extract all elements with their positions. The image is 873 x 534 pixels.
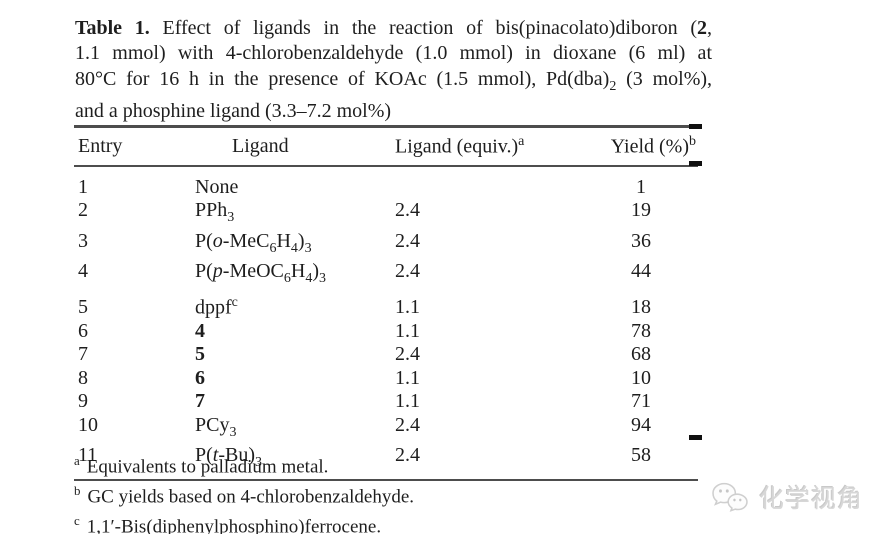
yield-cell: 94	[631, 413, 651, 436]
yield-cell: 18	[631, 296, 651, 319]
ligand-effect-table: Entry Ligand Ligand (equiv.)a Yield (%)b…	[74, 124, 702, 481]
entry-cell: 7	[78, 343, 88, 366]
table-row: 8 6 1.1 10	[74, 367, 698, 391]
equiv-cell: 1.1	[395, 390, 420, 413]
entry-cell: 2	[78, 199, 88, 221]
equiv-cell: 2.4	[395, 343, 420, 366]
equiv-cell	[395, 166, 598, 200]
table-row: 3 P(o-MeC6H4)3 2.4 36	[74, 230, 698, 261]
yield-cell: 58	[631, 444, 651, 467]
table-row: 5 dppfc 1.1 18	[74, 291, 698, 320]
ligand-cell: PPh3	[195, 199, 235, 225]
footnotes: a Equivalents to palladium metal. b GC yie…	[74, 449, 414, 534]
caption-line: 1.1 mmol) with 4-chlorobenzaldehyde (1.0…	[75, 42, 712, 65]
table-row: 7 5 2.4 68	[74, 343, 698, 367]
ligand-cell: P(o-MeC6H4)3	[195, 229, 312, 256]
entry-cell: 11	[78, 444, 98, 467]
entry-cell: 4	[78, 260, 88, 282]
yield-cell: 19	[631, 199, 651, 221]
caption-line: and a phosphine ligand (3.3–7.2 mol%)	[75, 100, 392, 123]
entry-cell: 6	[78, 319, 88, 342]
equiv-cell: 2.4	[395, 199, 420, 221]
footnote-text: Equivalents to palladium metal.	[86, 456, 329, 478]
table-row: 1 None 1	[74, 166, 698, 200]
caption-line: 80°C for 16 h in the presence of KOAc (1…	[75, 67, 713, 94]
column-header-ligand: Ligand	[195, 125, 395, 167]
table-row: 2 PPh3 2.4 19	[74, 199, 698, 230]
column-header-yield: Yield (%)b	[598, 125, 698, 167]
rule-end-cap	[689, 160, 702, 166]
ligand-cell: P(t-Bu)3	[195, 444, 263, 471]
equiv-cell: 2.4	[395, 413, 420, 436]
footnote-marker: b	[74, 482, 81, 498]
table-row: 11 P(t-Bu)3 2.4 58	[74, 444, 698, 480]
ligand-cell: PCy3	[195, 413, 237, 440]
table-row: 9 7 1.1 71	[74, 390, 698, 414]
wechat-icon	[712, 482, 748, 512]
equiv-cell: 2.4	[395, 260, 420, 282]
yield-cell: 71	[631, 390, 651, 413]
yield-cell: 44	[631, 260, 651, 282]
watermark-text: 化学视角	[759, 484, 864, 513]
equiv-cell: 1.1	[395, 296, 420, 319]
ligand-cell: dppfc	[195, 294, 238, 319]
watermark: 化学视角	[710, 477, 863, 517]
caption-line: Table 1. Effect of ligands in the reacti…	[75, 17, 713, 39]
entry-cell: 10	[78, 413, 98, 436]
data-table: Entry Ligand Ligand (equiv.)a Yield (%)b…	[74, 125, 698, 481]
rule-end-cap	[689, 434, 702, 440]
yield-cell: 68	[631, 343, 651, 366]
ligand-cell: 6	[195, 366, 205, 389]
column-header-entry: Entry	[74, 125, 195, 167]
column-header-equiv: Ligand (equiv.)a	[395, 125, 598, 167]
footnote-marker: c	[74, 512, 80, 528]
entry-cell: 5	[78, 296, 88, 319]
entry-cell: 8	[78, 366, 88, 389]
rule-end-cap	[689, 124, 702, 129]
yield-cell: 36	[631, 229, 651, 252]
ligand-cell: P(p-MeOC6H4)3	[195, 260, 327, 286]
table-row: 10 PCy3 2.4 94	[74, 414, 698, 445]
footnote-marker: a	[74, 453, 80, 468]
table-row: 6 4 1.1 78	[74, 320, 698, 344]
footnote-c: c 1,1′-Bis(diphenylphosphino)ferrocene.	[74, 509, 414, 534]
table-body: 1 None 1 2 PPh3 2.4 19 3 P(o-MeC6H4)3 2.4 36 4 P(p-M…	[74, 166, 698, 480]
header-row: Entry Ligand Ligand (equiv.)a Yield (%)b	[74, 125, 698, 167]
footnote-a: a Equivalents to palladium metal.	[74, 449, 414, 479]
footnote-text: 1,1′-Bis(diphenylphosphino)ferrocene.	[86, 516, 382, 534]
ligand-cell: 5	[195, 343, 205, 366]
table-row: 4 P(p-MeOC6H4)3 2.4 44	[74, 260, 698, 291]
equiv-cell: 2.4	[395, 229, 420, 252]
yield-cell: 78	[631, 319, 651, 342]
ligand-cell: 7	[195, 390, 205, 413]
yield-cell: 10	[631, 366, 651, 389]
ligand-cell: None	[195, 175, 239, 198]
equiv-cell: 1.1	[395, 319, 420, 342]
entry-cell: 9	[78, 390, 88, 413]
equiv-cell: 1.1	[395, 366, 420, 389]
entry-cell: 3	[78, 229, 88, 252]
entry-cell: 1	[78, 175, 88, 198]
yield-cell: 1	[636, 175, 646, 198]
ligand-cell: 4	[195, 319, 205, 342]
footnote-text: GC yields based on 4-chlorobenzaldehyde.	[87, 486, 415, 508]
table-caption: Table 1. Effect of ligands in the reacti…	[75, 16, 712, 125]
equiv-cell: 2.4	[395, 444, 420, 467]
footnote-b: b GC yields based on 4-chlorobenzaldehyde…	[74, 479, 414, 509]
